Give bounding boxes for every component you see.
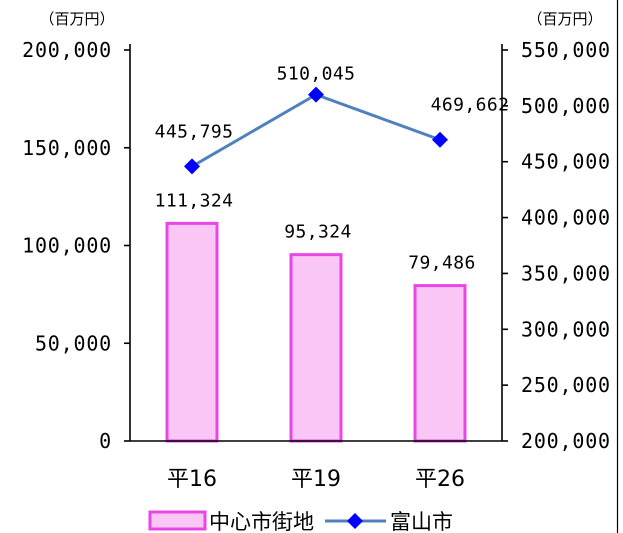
line-value-label-1: 445,795 — [155, 121, 234, 142]
legend-label-line-series: 富山市 — [390, 510, 453, 533]
left-y-tick-label-2: 50,000 — [35, 331, 112, 355]
right-y-tick-label-7: 500,000 — [521, 94, 611, 118]
bar-value-label-2: 95,324 — [284, 222, 351, 243]
legend: 中心市街地 富山市 — [148, 510, 453, 533]
right-y-tick-label-3: 300,000 — [521, 317, 611, 341]
bar-3 — [413, 284, 467, 443]
left-y-tick-label-3: 100,000 — [22, 234, 112, 258]
bar-1 — [165, 221, 219, 443]
x-category-label-1: 平16 — [167, 467, 217, 492]
right-y-tick-label-5: 400,000 — [521, 206, 611, 230]
bar-value-label-1: 111,324 — [155, 190, 234, 211]
line-marker-1 — [184, 158, 200, 175]
left-y-tick-label-5: 200,000 — [22, 38, 112, 62]
right-y-tick-label-1: 200,000 — [521, 429, 611, 453]
plot-area: 0 50,000 100,000 150,000 200,000 200,000 250,0… — [22, 38, 611, 492]
line-marker-3 — [432, 131, 448, 148]
line-value-label-2: 510,045 — [277, 64, 356, 85]
x-category-label-3: 平26 — [415, 467, 465, 492]
right-y-tick-label-4: 350,000 — [521, 261, 611, 285]
legend-label-bar-series: 中心市街地 — [209, 510, 314, 533]
left-axis-unit-label: （百万円） — [39, 10, 114, 28]
right-y-tick-label-6: 450,000 — [521, 150, 611, 174]
right-y-tick-label-2: 250,000 — [521, 373, 611, 397]
right-y-tick-label-8: 550,000 — [521, 38, 611, 62]
left-y-tick-label-4: 150,000 — [22, 136, 112, 160]
line-value-label-3: 469,662 — [431, 95, 510, 116]
bar-2 — [289, 253, 343, 443]
x-category-label-2: 平19 — [291, 467, 341, 492]
right-axis-unit-label: （百万円） — [527, 10, 602, 28]
bar-value-label-3: 79,486 — [408, 253, 475, 274]
left-y-tick-label-1: 0 — [99, 429, 112, 453]
line-marker-2 — [308, 86, 324, 103]
legend-bar-swatch — [148, 510, 207, 531]
legend-diamond-marker-icon — [347, 513, 363, 529]
